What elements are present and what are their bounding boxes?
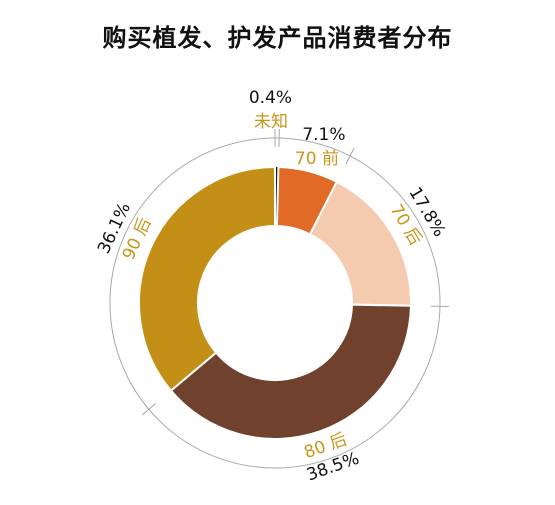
labels-layer: 未知0.4%70 前7.1%70 后17.8%80 后38.5%90 后36.1… <box>94 88 449 485</box>
chart-title: 购买植发、护发产品消费者分布 <box>102 24 453 52</box>
category-label-2: 70 前 <box>295 149 339 169</box>
ring-tick-3 <box>345 147 355 165</box>
category-label-1: 未知 <box>254 112 288 132</box>
donut-slice-4 <box>169 303 412 440</box>
outer-ring <box>109 129 449 469</box>
percent-label-2: 7.1% <box>302 125 345 145</box>
percent-label-1: 0.4% <box>249 88 292 108</box>
ring-tick-5 <box>141 403 156 416</box>
slices-layer <box>138 165 412 440</box>
donut-slice-5 <box>138 165 276 392</box>
